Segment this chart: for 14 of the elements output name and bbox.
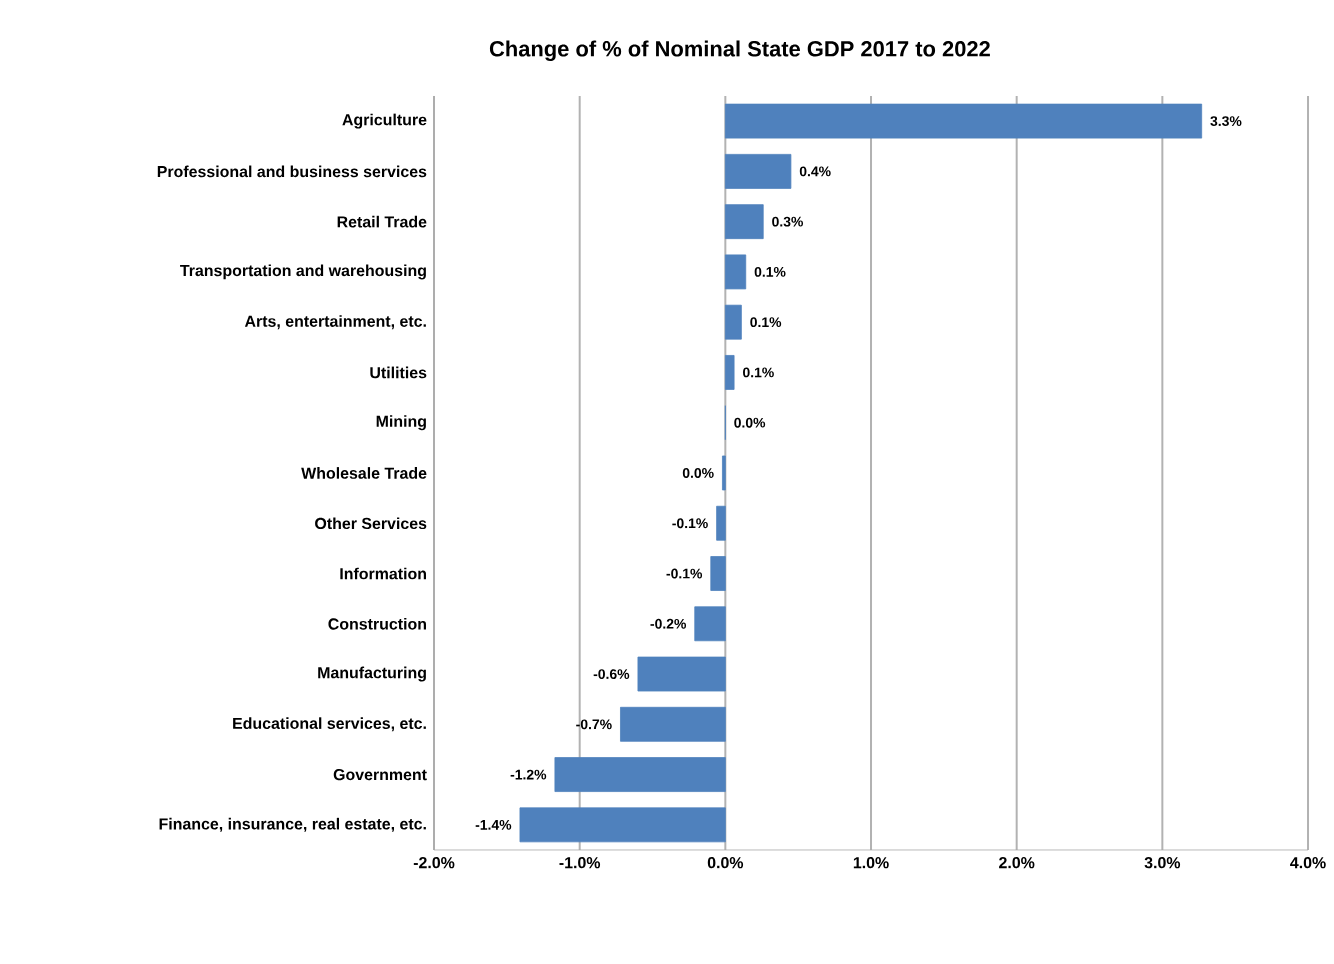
bar: [710, 556, 726, 591]
bar: [724, 103, 1203, 139]
bar: [724, 254, 747, 290]
bar: [724, 153, 792, 189]
bar: [724, 204, 764, 240]
bar: [554, 757, 726, 792]
chart-title: Change of % of Nominal State GDP 2017 to 2022: [489, 40, 990, 61]
bar: [716, 505, 726, 541]
bar: [724, 355, 735, 390]
bar: [620, 706, 726, 742]
bar: [724, 304, 742, 340]
bar: [519, 807, 726, 843]
bar: [637, 656, 726, 692]
bar: [694, 606, 726, 642]
